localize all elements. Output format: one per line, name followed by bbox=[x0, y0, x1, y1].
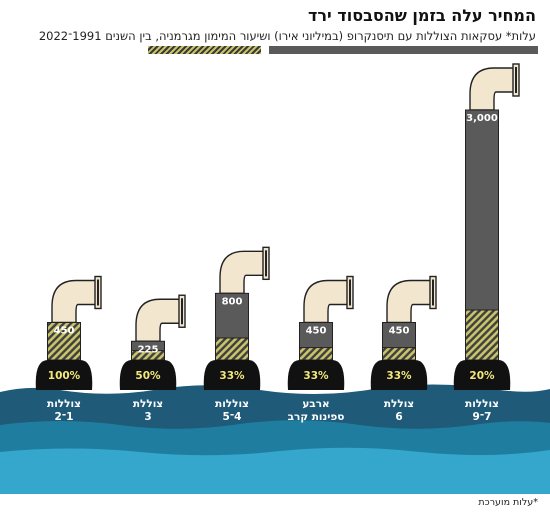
pipe-opening bbox=[515, 67, 517, 93]
pipe-elbow bbox=[219, 246, 270, 295]
legend-subsidy-swatch bbox=[148, 46, 261, 54]
pipe-body bbox=[303, 279, 349, 324]
value-label: 800 bbox=[222, 296, 243, 307]
percent-label: 33% bbox=[303, 370, 329, 382]
footnote: *עלות מוערכת bbox=[478, 497, 538, 508]
pipe-elbow bbox=[303, 275, 354, 324]
sea-baseline bbox=[0, 494, 550, 513]
pipe-elbow bbox=[51, 275, 102, 324]
percent-label: 20% bbox=[469, 370, 495, 382]
category-label: 1־2 bbox=[55, 411, 74, 423]
value-label: 450 bbox=[306, 326, 327, 337]
category-label: ספינות קרב bbox=[288, 411, 345, 423]
category-label: צוללות bbox=[465, 398, 499, 410]
bar-subsidy bbox=[215, 337, 249, 361]
pipe-body bbox=[51, 279, 97, 324]
hull-base bbox=[203, 360, 261, 390]
pipe-opening bbox=[349, 279, 351, 306]
pipe-opening bbox=[432, 279, 434, 306]
bar-subsidy bbox=[465, 309, 499, 361]
category-label: 7־9 bbox=[473, 411, 492, 423]
legend-cost-swatch bbox=[269, 46, 538, 54]
bar-subsidy bbox=[47, 322, 81, 361]
bar-subsidy bbox=[299, 347, 333, 361]
pipe-body bbox=[135, 298, 181, 342]
category-label: צוללות bbox=[215, 398, 249, 410]
value-label: 3,000 bbox=[466, 113, 498, 124]
pipe-opening bbox=[181, 298, 183, 325]
value-label: 450 bbox=[389, 326, 410, 337]
pipe-elbow bbox=[386, 275, 437, 324]
pipe-body bbox=[219, 250, 265, 295]
value-label: 225 bbox=[138, 344, 159, 355]
category-label: ארבע bbox=[302, 398, 329, 410]
pipe-body bbox=[386, 279, 432, 324]
bar-subsidy bbox=[382, 347, 416, 361]
category-label: 3 bbox=[144, 411, 151, 423]
pipe-elbow bbox=[135, 294, 186, 342]
category-label: 6 bbox=[395, 411, 402, 423]
category-label: צוללת bbox=[133, 398, 163, 410]
pipe-body bbox=[469, 67, 515, 111]
category-label: צוללות bbox=[47, 398, 81, 410]
hull-base bbox=[35, 360, 93, 390]
percent-label: 100% bbox=[48, 370, 81, 382]
value-label: 450 bbox=[54, 326, 75, 337]
hull-base bbox=[119, 360, 177, 390]
percent-label: 33% bbox=[386, 370, 412, 382]
hull-base bbox=[370, 360, 428, 390]
category-label: 4־5 bbox=[223, 411, 242, 423]
pipe-opening bbox=[97, 279, 99, 306]
percent-label: 33% bbox=[219, 370, 245, 382]
percent-label: 50% bbox=[135, 370, 161, 382]
hull-base bbox=[287, 360, 345, 390]
chart-subtitle: עלות* עסקאות הצוללות עם תיסנקרופ (במיליו… bbox=[38, 29, 536, 43]
hull-base bbox=[453, 360, 511, 390]
pipe-opening bbox=[265, 250, 267, 277]
pipe-elbow bbox=[469, 63, 520, 111]
category-label: צוללת bbox=[384, 398, 414, 410]
chart-title: המחיר עלה בזמן שהסבסוד ירד bbox=[307, 6, 536, 25]
